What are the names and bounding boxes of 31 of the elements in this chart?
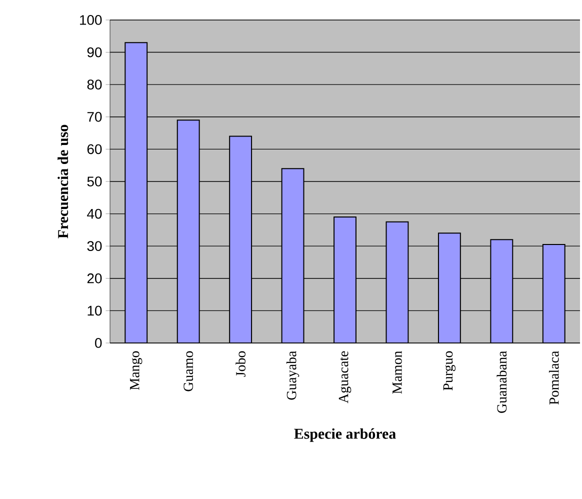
bar <box>229 136 252 343</box>
y-tick-label: 80 <box>87 80 102 90</box>
bar <box>334 216 356 343</box>
x-tick-label: Pomalaca <box>548 350 559 405</box>
bar <box>281 168 304 343</box>
y-tick-label: 10 <box>88 306 102 316</box>
bar <box>490 239 514 343</box>
bar <box>124 42 148 343</box>
x-tick-label: Purguo <box>443 351 456 390</box>
y-tick-label: 30 <box>87 241 102 252</box>
y-tick-label: 0 <box>95 338 102 348</box>
y-axis-title: Frecuencia de uso <box>58 124 68 238</box>
bar <box>542 244 566 343</box>
x-tick-label: Guamo <box>184 351 194 392</box>
x-tick-label: Aguacate <box>338 351 352 404</box>
bar <box>438 232 461 343</box>
x-tick-label: Mango <box>130 351 142 390</box>
x-tick-label: Mamon <box>392 350 402 394</box>
bar <box>386 221 409 343</box>
y-tick-label: 40 <box>87 208 102 219</box>
x-tick-label: Guayaba <box>286 350 300 400</box>
x-axis-title: Especie arbórea <box>294 428 396 442</box>
y-tick-label: 90 <box>87 47 102 58</box>
y-tick-label: 60 <box>87 144 102 154</box>
x-tick-label: Jobo <box>236 351 246 377</box>
y-tick-label: 70 <box>87 112 102 122</box>
y-tick-label: 100 <box>80 15 102 25</box>
x-tick-label: Guanabana <box>496 350 507 413</box>
y-tick-label: 20 <box>87 273 102 284</box>
y-tick-label: 50 <box>87 176 102 186</box>
bar <box>176 120 200 343</box>
